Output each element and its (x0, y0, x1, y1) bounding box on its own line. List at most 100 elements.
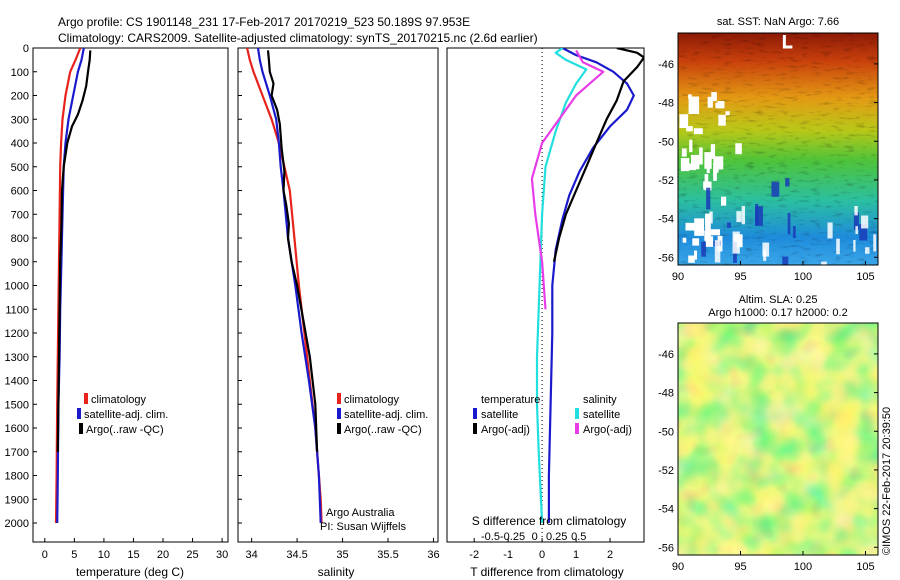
difference-top-x-label: S difference from climatology (472, 514, 627, 528)
sst-feature-patch (714, 240, 721, 263)
salinity-y-ticks (238, 47, 242, 524)
legend-title-salinity: salinity (583, 394, 617, 406)
x-tick-label: -2 (469, 549, 479, 561)
sst-missing-patch (725, 111, 730, 116)
sst-feature-patch (741, 206, 746, 225)
y-tick-label: 400 (11, 138, 29, 150)
sst-missing-patch (705, 213, 711, 231)
map-x-tick-label: 100 (794, 271, 812, 283)
legend-title-temperature: temperature (481, 394, 540, 406)
legend-swatch-satellite (337, 408, 341, 419)
difference-x-label: T difference from climatology (470, 565, 624, 579)
sst-x-ticks: 90 95 100 105 (672, 261, 875, 283)
map-y-tick-label: -50 (658, 136, 674, 148)
sla-y-ticks: -46 -48 -50 -52 -54 -56 (658, 349, 878, 554)
map-y-tick-label: -46 (658, 59, 674, 71)
sst-feature-patch (821, 261, 827, 265)
series-line-salinity-argo-adj- (530, 49, 605, 310)
x-tick-label: 35 (336, 549, 348, 561)
map-y-tick-label: -56 (658, 252, 674, 264)
sst-missing-patch (685, 222, 696, 231)
series-line-temperature-argo-adj- (552, 48, 644, 263)
difference-x-ticks: -2 -1 0 1 2 (469, 538, 613, 561)
sst-map-panel: sat. SST: NaN Argo: 7.66 -46 -48 -50 -52 -54… (658, 16, 879, 283)
y-tick-label: 1000 (5, 281, 29, 293)
series-line-temperature-satellite (547, 48, 635, 523)
salinity-x-label: salinity (318, 565, 355, 579)
y-tick-label: 1500 (5, 399, 29, 411)
y-tick-label: 1800 (5, 471, 29, 483)
y-tick-label: 1600 (5, 423, 29, 435)
sst-feature-patch (855, 226, 858, 235)
sla-map-subtitle: Argo h1000: 0.17 h2000: 0.2 (708, 307, 847, 319)
map-y-tick-label: -56 (658, 542, 674, 554)
temperature-axes-frame (32, 47, 229, 543)
sst-missing-patch (705, 236, 714, 247)
legend-label-argo: Argo(..raw -QC) (344, 424, 422, 436)
top-x-tick-label: 0.25 (546, 531, 567, 543)
map-x-tick-label: 95 (734, 271, 746, 283)
salinity-axes-frame (237, 47, 439, 543)
sst-missing-patch (718, 114, 726, 126)
x-tick-label: 0 (42, 549, 48, 561)
sst-missing-patch (685, 163, 696, 171)
y-tick-label: 1100 (5, 304, 29, 316)
sst-missing-patch (688, 96, 700, 115)
legend-label-satellite: satellite-adj. clim. (84, 409, 168, 421)
sst-feature-patch (782, 256, 789, 265)
map-y-tick-label: -48 (658, 98, 674, 110)
difference-top-x-ticks: -0.5 -0.25 0 0.25 0.5 (481, 531, 586, 543)
legend-label-temp-satellite: satellite (481, 409, 518, 421)
legend-swatch-temp-satellite (473, 408, 477, 419)
series-line-salinity-satellite (535, 48, 588, 524)
sst-missing-patch (681, 148, 687, 157)
series-line-argo-raw-qc- (266, 50, 319, 452)
sst-feature-patch (755, 206, 763, 226)
sla-map-frame (677, 322, 879, 556)
y-tick-label: 500 (11, 162, 29, 174)
map-y-tick-label: -50 (658, 426, 674, 438)
legend-label-climatology: climatology (344, 394, 400, 406)
y-tick-label: 300 (11, 114, 29, 126)
y-tick-label: 600 (11, 186, 29, 198)
sst-feature-patch (736, 211, 742, 223)
sst-feature-patch (853, 212, 859, 231)
y-tick-label: 900 (11, 257, 29, 269)
sst-missing-patch (704, 230, 711, 241)
legend-swatch-sal-satellite (575, 408, 579, 419)
sst-missing-patch (699, 147, 703, 165)
top-x-tick-label: -0.25 (500, 531, 525, 543)
legend-swatch-satellite (77, 408, 81, 419)
sla-map-panel: Altim. SLA: 0.25 Argo h1000: 0.17 h2000:… (658, 294, 879, 573)
salinity-series (246, 48, 323, 524)
sst-missing-patch (713, 162, 717, 181)
temperature-y-ticks: 0 100 200 300 400 500 600 700 800 900 1000 1100 1200… (5, 43, 37, 530)
map-x-tick-label: 105 (856, 271, 874, 283)
sst-feature-patch (873, 234, 877, 252)
y-tick-label: 1200 (5, 328, 29, 340)
map-y-tick-label: -46 (658, 349, 674, 361)
sst-feature-patch (859, 224, 868, 241)
y-tick-label: 100 (11, 67, 29, 79)
salinity-panel: 34 34.5 35 35.5 36 salinity climatology sate… (237, 47, 440, 579)
temperature-legend: climatology satellite-adj. clim. Argo(..… (77, 393, 168, 436)
difference-panel: -2 -1 0 1 2 -0.5 -0.25 0 0.25 0.5 T difference f… (446, 47, 645, 579)
sst-missing-patch (735, 143, 742, 155)
map-y-tick-label: -48 (658, 388, 674, 400)
sst-feature-patch (785, 178, 790, 187)
legend-label-temp-argo: Argo(-adj) (481, 424, 530, 436)
sst-features (679, 92, 877, 265)
x-tick-label: 35.5 (377, 549, 398, 561)
sst-missing-patch (694, 218, 705, 236)
salinity-x-ticks: 34 34.5 35 35.5 36 (246, 538, 440, 561)
sst-feature-patch (763, 249, 767, 261)
sst-missing-patch (715, 102, 722, 109)
x-tick-label: 0 (539, 549, 545, 561)
y-tick-label: 1700 (5, 447, 29, 459)
sst-feature-patch (701, 241, 706, 257)
sst-feature-patch (727, 222, 731, 228)
sst-feature-patch (865, 247, 870, 254)
legend-label-sal-satellite: satellite (583, 409, 620, 421)
sst-missing-patch (688, 94, 692, 99)
annotation-pi: PI: Susan Wijffels (320, 521, 406, 533)
